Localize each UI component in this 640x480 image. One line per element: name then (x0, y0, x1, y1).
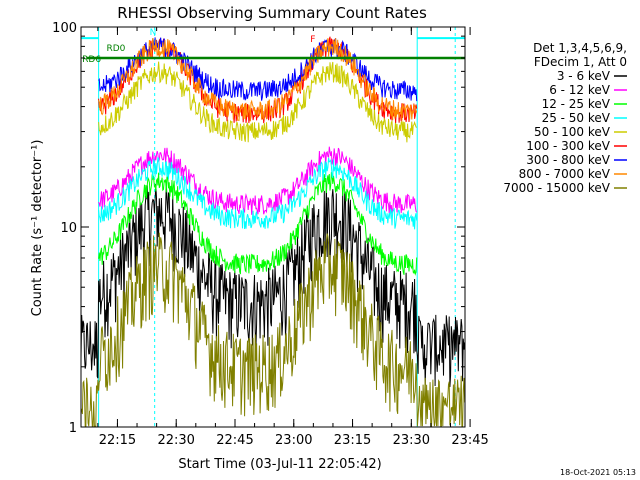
annotation-label: RD6 (82, 55, 101, 65)
annotation-label: F (310, 35, 315, 45)
annotation-label: RD0 (106, 44, 125, 54)
legend-entry-label: 7000 - 15000 keV (503, 181, 610, 195)
series-line (80, 182, 466, 388)
series-line (98, 172, 418, 276)
legend-entry-label: 300 - 800 keV (526, 153, 610, 167)
series-line (98, 61, 417, 143)
footer-timestamp: 18-Oct-2021 05:13 (560, 468, 636, 477)
x-tick-label: 22:15 (99, 433, 136, 448)
y-tick-label: 1 (69, 421, 77, 436)
x-tick-label: 23:30 (393, 433, 430, 448)
x-tick-label: 23:45 (451, 433, 488, 448)
y-axis-label: Count Rate (s⁻¹ detector⁻¹) (30, 140, 45, 317)
axes: 22:15 22:30 22:45 23:00 23:15 23:30 23:45 1 10 10… (52, 21, 489, 448)
legend-entry-label: 3 - 6 keV (557, 69, 611, 83)
x-axis-label: Start Time (03-Jul-11 22:05:42) (178, 457, 381, 472)
legend-header: FDecim 1, Att 0 (534, 55, 627, 69)
series-line (80, 232, 466, 427)
y-tick-label: 10 (60, 221, 77, 236)
x-tick-label: 22:30 (157, 433, 194, 448)
x-tick-label: 23:15 (334, 433, 371, 448)
y-tick-label: 100 (52, 21, 77, 36)
chart-title: RHESSI Observing Summary Count Rates (117, 4, 427, 22)
legend-entry-label: 12 - 25 keV (542, 97, 611, 111)
legend-entry-label: 800 - 7000 keV (519, 167, 611, 181)
series-line (98, 146, 418, 215)
legend-header: Det 1,3,4,5,6,9, (533, 41, 627, 55)
plot-area: RD6 RD0 N F (80, 27, 466, 427)
legend: Det 1,3,4,5,6,9,FDecim 1, Att 03 - 6 keV… (503, 41, 627, 195)
legend-entry-label: 25 - 50 keV (542, 111, 611, 125)
legend-entry-label: 6 - 12 keV (549, 83, 611, 97)
legend-entry-label: 100 - 300 keV (526, 139, 610, 153)
annotation-label: N (150, 28, 157, 38)
x-tick-label: 22:45 (216, 433, 253, 448)
legend-entry-label: 50 - 100 keV (534, 125, 611, 139)
series-line (98, 156, 418, 230)
x-tick-label: 23:00 (275, 433, 312, 448)
series-line (98, 38, 418, 122)
